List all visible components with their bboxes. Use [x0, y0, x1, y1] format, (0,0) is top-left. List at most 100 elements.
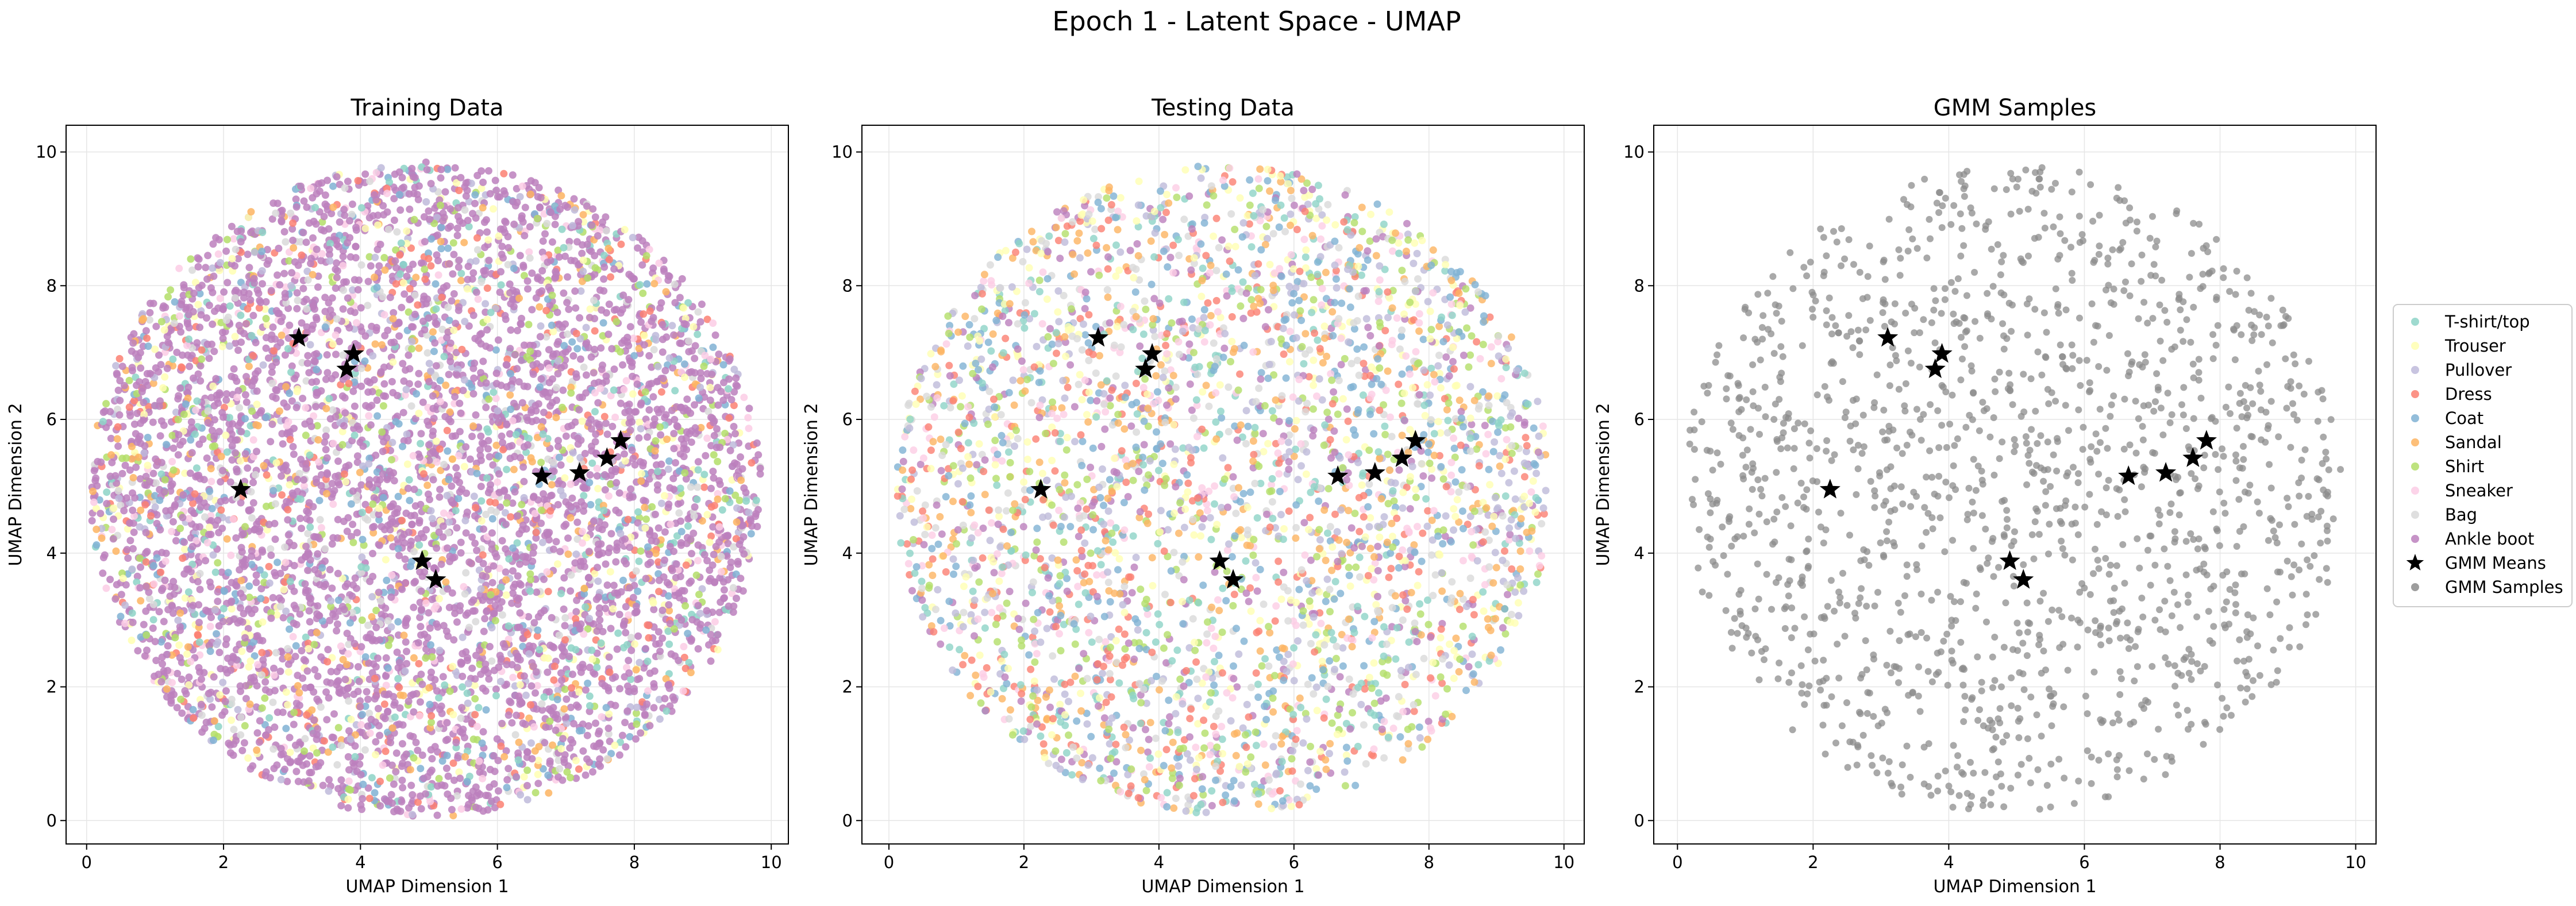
data-point [149, 600, 157, 608]
data-point [286, 758, 294, 766]
data-point [461, 753, 469, 761]
data-point [510, 303, 518, 311]
data-point [429, 392, 437, 400]
data-point [479, 551, 487, 559]
data-point [114, 487, 122, 495]
data-point [390, 477, 398, 485]
data-point [278, 472, 285, 480]
data-point [398, 303, 406, 311]
data-point [622, 629, 630, 637]
data-point [613, 318, 621, 326]
data-point [575, 688, 583, 696]
data-point [567, 587, 575, 595]
data-point [731, 430, 739, 438]
data-point [687, 438, 695, 446]
data-point [242, 398, 251, 406]
data-point [134, 647, 142, 655]
data-point [361, 332, 369, 340]
data-point [463, 689, 471, 697]
data-point [391, 713, 399, 721]
data-point [333, 534, 341, 542]
data-point [121, 461, 129, 469]
data-point [560, 758, 568, 766]
data-point [591, 408, 599, 415]
data-point [325, 694, 333, 702]
data-point [696, 610, 704, 618]
data-point [649, 393, 657, 401]
data-point [579, 539, 586, 547]
data-point [591, 327, 599, 335]
data-point [336, 218, 344, 226]
data-point [252, 703, 260, 711]
data-point [485, 395, 493, 403]
data-point [398, 740, 406, 748]
data-point [259, 280, 266, 288]
data-point [252, 471, 259, 479]
data-point [290, 244, 298, 252]
data-point [592, 719, 599, 727]
data-point [277, 318, 285, 325]
data-point [348, 210, 356, 218]
data-point [580, 363, 588, 371]
data-point [428, 647, 436, 655]
data-point [399, 784, 407, 792]
data-point [523, 353, 531, 361]
data-point [471, 199, 479, 207]
data-point [662, 288, 670, 296]
data-point [403, 430, 411, 438]
data-point [622, 743, 630, 751]
data-point [284, 345, 292, 353]
data-point [624, 515, 632, 523]
data-point [392, 264, 400, 272]
data-point [170, 444, 178, 452]
data-point [638, 261, 646, 269]
data-point [355, 677, 363, 685]
data-point [338, 575, 346, 583]
data-point [727, 396, 736, 404]
data-point [476, 791, 484, 799]
data-point [534, 770, 542, 778]
data-point [407, 541, 415, 549]
data-point [275, 244, 283, 252]
data-point [604, 330, 613, 338]
data-point [203, 454, 211, 462]
data-point [421, 275, 429, 283]
data-point [111, 595, 120, 603]
data-point [564, 423, 572, 431]
data-point [297, 514, 304, 522]
data-point [650, 683, 658, 691]
data-point [576, 355, 584, 363]
data-point [128, 637, 136, 645]
data-point [745, 425, 753, 433]
data-point [513, 594, 521, 602]
data-point [714, 401, 722, 409]
data-point [155, 402, 163, 410]
data-point [302, 238, 310, 246]
data-point [263, 471, 271, 479]
data-point [642, 515, 650, 523]
data-point [390, 780, 398, 788]
data-point [700, 363, 708, 370]
data-point [432, 305, 440, 313]
data-point [422, 526, 430, 534]
data-point [329, 743, 337, 751]
data-point [372, 323, 380, 331]
data-point [356, 468, 364, 476]
data-point [189, 705, 197, 714]
data-point [210, 673, 218, 681]
data-point [657, 499, 665, 507]
data-point [501, 509, 509, 516]
data-point [303, 203, 311, 211]
data-point [490, 388, 498, 396]
data-point [222, 687, 230, 695]
data-point [534, 757, 542, 765]
data-point [602, 704, 610, 712]
data-point [736, 496, 744, 504]
data-point [280, 585, 288, 593]
data-point [632, 666, 640, 674]
data-point [319, 781, 327, 789]
data-point [580, 502, 588, 510]
data-point [196, 585, 204, 593]
data-point [185, 323, 193, 331]
data-point [709, 523, 717, 531]
